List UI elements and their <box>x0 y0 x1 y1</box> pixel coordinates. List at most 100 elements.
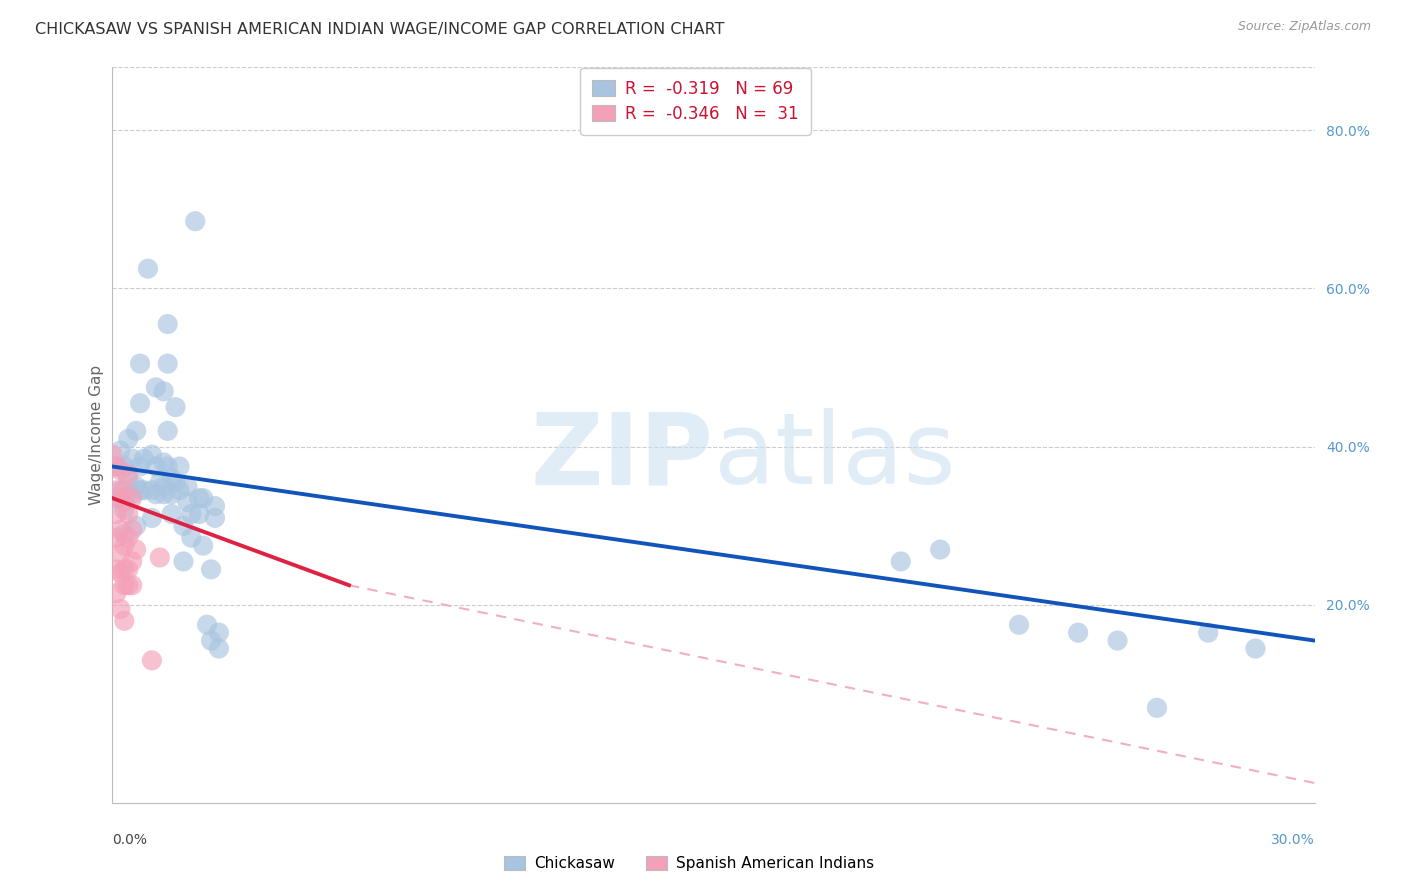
Point <box>117 578 139 592</box>
Point <box>117 531 139 545</box>
Point <box>165 475 187 490</box>
Point <box>191 539 214 553</box>
Point <box>188 507 211 521</box>
Point <box>121 554 143 568</box>
Point <box>204 511 226 525</box>
Point <box>121 491 143 505</box>
Text: CHICKASAW VS SPANISH AMERICAN INDIAN WAGE/INCOME GAP CORRELATION CHART: CHICKASAW VS SPANISH AMERICAN INDIAN WAG… <box>35 22 724 37</box>
Point <box>121 487 143 501</box>
Point <box>169 483 191 498</box>
Point <box>110 463 132 477</box>
Point <box>105 491 128 505</box>
Point <box>117 432 139 446</box>
Point <box>156 459 179 474</box>
Point <box>112 526 135 541</box>
Text: 0.0%: 0.0% <box>112 833 148 847</box>
Point <box>129 483 152 498</box>
Point <box>160 507 183 521</box>
Point <box>112 495 135 509</box>
Point <box>145 487 167 501</box>
Point <box>172 554 194 568</box>
Point <box>165 400 187 414</box>
Point <box>112 483 135 498</box>
Point <box>125 424 148 438</box>
Point <box>152 487 174 501</box>
Text: ZIP: ZIP <box>530 409 713 506</box>
Point <box>204 499 226 513</box>
Y-axis label: Wage/Income Gap: Wage/Income Gap <box>89 365 104 505</box>
Point <box>125 519 148 533</box>
Point <box>890 554 912 568</box>
Point <box>105 586 128 600</box>
Point <box>136 261 159 276</box>
Point <box>208 625 231 640</box>
Point <box>180 507 202 521</box>
Point <box>1067 625 1090 640</box>
Point <box>110 523 132 537</box>
Point <box>180 531 202 545</box>
Point <box>110 602 132 616</box>
Point <box>195 617 218 632</box>
Point <box>117 471 139 485</box>
Point <box>152 456 174 470</box>
Point <box>105 483 128 498</box>
Point <box>156 357 179 371</box>
Point <box>172 519 194 533</box>
Point <box>188 491 211 505</box>
Text: Source: ZipAtlas.com: Source: ZipAtlas.com <box>1237 20 1371 33</box>
Point <box>117 467 139 482</box>
Point <box>105 459 128 474</box>
Point <box>129 357 152 371</box>
Point <box>112 539 135 553</box>
Text: atlas: atlas <box>713 409 955 506</box>
Point <box>110 483 132 498</box>
Point <box>129 459 152 474</box>
Point <box>1244 641 1267 656</box>
Point <box>112 562 135 576</box>
Point <box>156 424 179 438</box>
Point <box>110 443 132 458</box>
Point <box>105 459 128 474</box>
Point <box>112 503 135 517</box>
Point <box>160 471 183 485</box>
Point <box>112 614 135 628</box>
Point <box>112 459 135 474</box>
Point <box>110 491 132 505</box>
Point <box>152 384 174 399</box>
Point <box>141 483 163 498</box>
Point <box>169 459 191 474</box>
Point <box>149 475 172 490</box>
Point <box>125 479 148 493</box>
Point <box>145 380 167 394</box>
Point <box>1146 701 1168 715</box>
Point <box>1107 633 1129 648</box>
Point <box>105 531 128 545</box>
Point <box>156 317 179 331</box>
Point <box>132 451 155 466</box>
Point <box>145 459 167 474</box>
Point <box>184 214 207 228</box>
Point <box>110 566 132 581</box>
Point <box>117 562 139 576</box>
Point <box>141 511 163 525</box>
Point <box>1197 625 1219 640</box>
Point <box>208 641 231 656</box>
Point <box>132 483 155 498</box>
Point <box>929 542 952 557</box>
Point <box>152 479 174 493</box>
Point <box>105 562 128 576</box>
Point <box>129 396 152 410</box>
Point <box>112 578 135 592</box>
Point <box>121 578 143 592</box>
Legend: R =  -0.319   N = 69, R =  -0.346   N =  31: R = -0.319 N = 69, R = -0.346 N = 31 <box>581 68 811 135</box>
Point <box>160 487 183 501</box>
Legend: Chickasaw, Spanish American Indians: Chickasaw, Spanish American Indians <box>498 849 880 877</box>
Point <box>149 550 172 565</box>
Point <box>200 562 222 576</box>
Point <box>110 547 132 561</box>
Point <box>141 653 163 667</box>
Point <box>191 491 214 505</box>
Text: 30.0%: 30.0% <box>1271 833 1315 847</box>
Point <box>125 542 148 557</box>
Point <box>117 507 139 521</box>
